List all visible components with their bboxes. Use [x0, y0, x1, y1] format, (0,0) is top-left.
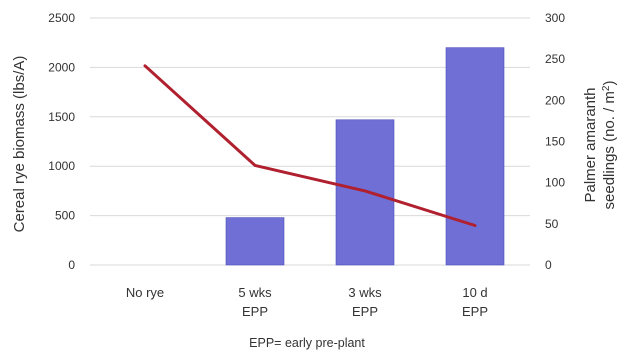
category-label: EPP [352, 304, 378, 319]
right-tick-label: 300 [545, 11, 565, 25]
right-axis-title-main: seedlings (no. / m [601, 91, 618, 209]
right-tick-label: 150 [545, 135, 565, 149]
bar [445, 47, 505, 266]
category-label: 10 d [462, 285, 487, 300]
series-line [143, 64, 477, 227]
x-axis-title: EPP= early pre-plant [249, 336, 365, 350]
left-axis-title: Cereal rye biomass (lbs/A) [11, 56, 28, 233]
right-tick-label: 50 [545, 217, 559, 231]
left-tick-label: 500 [55, 209, 75, 223]
bar [335, 119, 395, 266]
left-tick-label: 0 [68, 258, 75, 272]
line-series [143, 64, 477, 227]
right-tick-label: 200 [545, 93, 565, 107]
category-label: No rye [126, 285, 164, 300]
bar [225, 217, 285, 266]
right-axis-title-line1: Palmer amaranth [582, 87, 599, 202]
right-axis-title-line2: seedlings (no. / m2) [601, 81, 619, 210]
category-label: EPP [462, 304, 488, 319]
category-labels: No rye 5 wks EPP 3 wks EPP 10 d EPP [126, 285, 488, 319]
left-axis-ticks: 0 500 1000 1500 2000 2500 [48, 11, 75, 272]
right-tick-label: 100 [545, 176, 565, 190]
right-axis-ticks: 0 50 100 150 200 250 300 [545, 11, 565, 272]
category-label: EPP [242, 304, 268, 319]
right-tick-label: 0 [545, 258, 552, 272]
bar-series [225, 47, 505, 266]
left-tick-label: 1000 [48, 159, 75, 173]
right-axis-title-sup: 2 [601, 85, 612, 91]
left-tick-label: 2000 [48, 60, 75, 74]
left-tick-label: 2500 [48, 11, 75, 25]
left-tick-label: 1500 [48, 110, 75, 124]
right-axis-title-close: ) [601, 81, 618, 86]
category-label: 3 wks [348, 285, 382, 300]
category-label: 5 wks [238, 285, 272, 300]
right-tick-label: 250 [545, 52, 565, 66]
